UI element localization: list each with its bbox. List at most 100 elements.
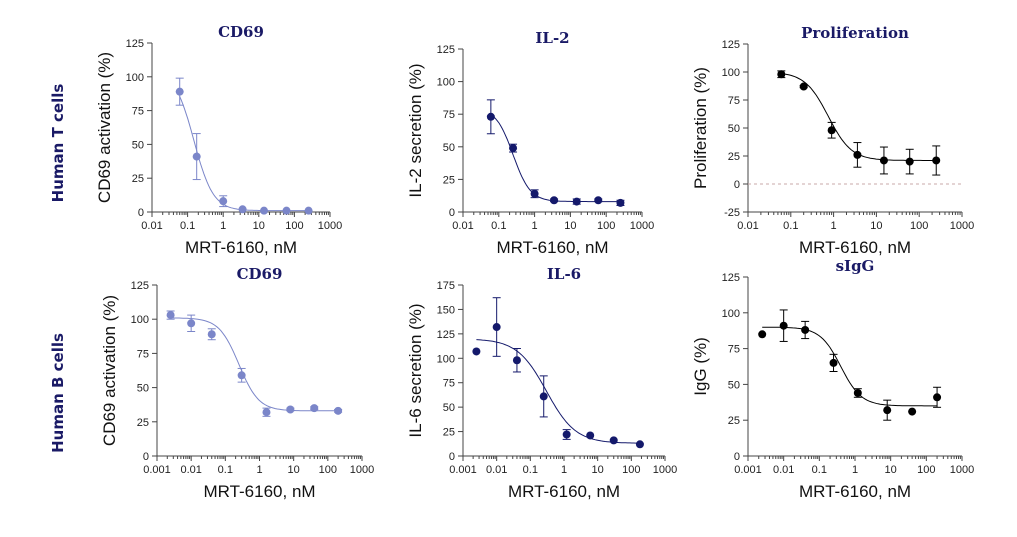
x-tick-label: 1000 (350, 464, 374, 476)
data-point (635, 440, 644, 449)
y-tick-label: 25 (132, 173, 144, 185)
data-point (932, 156, 941, 165)
x-tick-label: 0.001 (449, 464, 477, 476)
y-tick-label: 125 (131, 280, 149, 292)
data-point (237, 371, 246, 380)
y-tick-label: -25 (724, 207, 740, 219)
x-axis-label: MRT-6160, nM (496, 238, 608, 257)
x-tick-label: 1 (831, 220, 837, 232)
data-point (260, 206, 269, 215)
chart-title: IL-6 (547, 265, 581, 283)
x-tick-label: 0.01 (737, 220, 758, 232)
fit-curve (476, 339, 640, 444)
y-axis-label: IL-6 secretion (%) (406, 303, 425, 437)
x-tick-label: 0.1 (180, 220, 195, 232)
x-tick-label: 100 (622, 464, 640, 476)
data-point (594, 196, 603, 205)
x-tick-label: 1 (220, 220, 226, 232)
data-point (777, 70, 786, 79)
chart-panel-1: CD69 0 25 50 75 100 125 0.01 0.1 1 10 100 1000 MRT-61… (95, 23, 342, 257)
x-tick-label: 10 (288, 464, 300, 476)
data-point (879, 156, 888, 165)
x-axis-label: MRT-6160, nM (508, 482, 620, 501)
y-tick-label: 0 (138, 207, 144, 219)
y-tick-label: 0 (449, 207, 455, 219)
x-axis-label: MRT-6160, nM (185, 238, 297, 257)
chart-panel-3: Proliferation -25 0 25 50 75 100 125 0.01 0.1 1 10 1… (691, 24, 974, 257)
y-tick-label: 75 (132, 106, 144, 118)
data-point (472, 347, 481, 356)
data-point (562, 430, 571, 439)
data-point (512, 356, 521, 365)
data-point (853, 388, 862, 397)
data-point (586, 431, 595, 440)
x-tick-label: 100 (285, 220, 303, 232)
data-point (262, 408, 271, 417)
data-point (219, 197, 228, 206)
y-tick-label: 25 (728, 151, 740, 163)
y-tick-label: 150 (437, 304, 455, 316)
y-axis-label: Proliferation (%) (691, 67, 710, 189)
data-point (238, 205, 247, 214)
data-point (853, 150, 862, 159)
x-axis-label: MRT-6160, nM (799, 482, 911, 501)
x-tick-label: 1000 (653, 464, 677, 476)
x-tick-label: 1000 (318, 220, 342, 232)
x-tick-label: 1 (256, 464, 262, 476)
x-tick-label: 1000 (950, 220, 974, 232)
data-point (310, 404, 319, 413)
y-tick-label: 75 (443, 109, 455, 121)
y-tick-label: 75 (728, 95, 740, 107)
data-point (192, 152, 201, 161)
chart-title: CD69 (237, 265, 283, 283)
x-tick-label: 100 (917, 464, 935, 476)
data-point (539, 392, 548, 401)
data-point (282, 206, 291, 215)
y-tick-label: 50 (443, 142, 455, 154)
y-axis-label: CD69 activation (%) (100, 295, 119, 446)
x-tick-label: 10 (592, 464, 604, 476)
x-tick-label: 1 (852, 464, 858, 476)
chart-panel-2: IL-2 0 25 50 75 100 125 0.01 0.1 1 10 100 1000 MRT-61… (406, 29, 654, 257)
y-tick-label: 50 (132, 139, 144, 151)
data-point (779, 321, 788, 330)
data-point (492, 323, 501, 332)
y-tick-label: 50 (728, 123, 740, 135)
data-point (486, 112, 495, 121)
y-axis-label: IgG (%) (691, 337, 710, 396)
y-tick-label: 100 (437, 77, 455, 89)
fit-curve (490, 114, 621, 203)
x-tick-label: 0.1 (523, 464, 538, 476)
chart-title: CD69 (218, 23, 264, 41)
y-tick-label: 75 (443, 378, 455, 390)
chart-panel-5: IL-6 0 25 50 75 100 125 150 175 0.001 0.01 0.1 1 10 10… (406, 265, 677, 501)
x-tick-label: 10 (564, 220, 576, 232)
chart-title: Proliferation (801, 24, 909, 42)
data-point (801, 325, 810, 334)
x-tick-label: 0.1 (218, 464, 233, 476)
data-point (799, 82, 808, 91)
x-tick-label: 100 (597, 220, 615, 232)
data-point (616, 198, 625, 207)
y-tick-label: 100 (126, 72, 144, 84)
x-tick-label: 0.1 (783, 220, 798, 232)
x-tick-label: 100 (319, 464, 337, 476)
y-tick-label: 75 (728, 344, 740, 356)
x-tick-label: 10 (253, 220, 265, 232)
y-tick-label: 50 (443, 402, 455, 414)
y-tick-label: 100 (437, 353, 455, 365)
x-tick-label: 100 (910, 220, 928, 232)
data-point (530, 189, 539, 198)
x-tick-label: 0.01 (486, 464, 507, 476)
data-point (758, 330, 767, 339)
y-tick-label: 125 (437, 44, 455, 56)
x-tick-label: 0.01 (773, 464, 794, 476)
y-tick-label: 125 (126, 38, 144, 50)
x-tick-label: 0.1 (491, 220, 506, 232)
data-point (304, 206, 313, 215)
y-tick-label: 25 (443, 427, 455, 439)
y-tick-label: 75 (137, 348, 149, 360)
data-point (334, 406, 343, 415)
x-tick-label: 1000 (630, 220, 654, 232)
y-axis-label: CD69 activation (%) (95, 52, 114, 203)
